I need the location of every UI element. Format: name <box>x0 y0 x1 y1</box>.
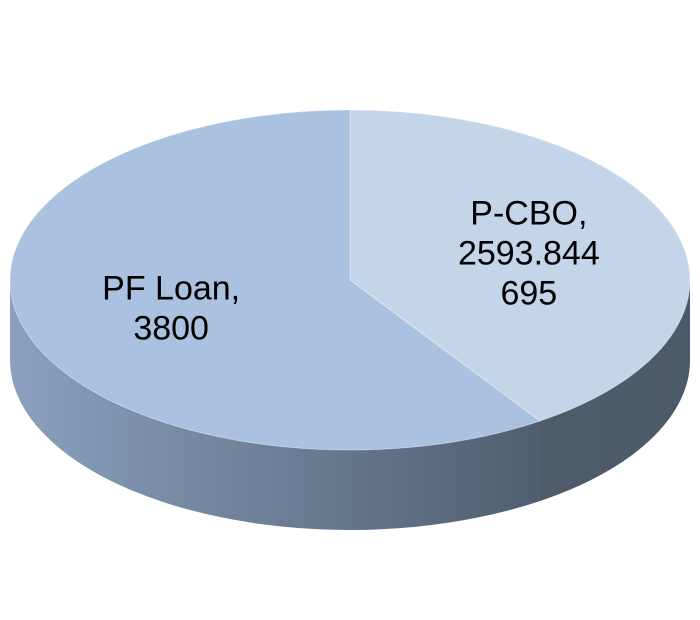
data-label-line: 695 <box>500 275 557 313</box>
data-label-p-cbo: P-CBO, 2593.844 695 <box>458 195 600 313</box>
data-label-pf-loan: PF Loan, 3800 <box>102 269 240 347</box>
pie-data-labels: P-CBO, 2593.844 695 PF Loan, 3800 <box>102 195 600 348</box>
data-label-line: P-CBO, <box>470 195 587 233</box>
pie-side-wall-p-cbo <box>539 280 690 502</box>
data-label-line: PF Loan, <box>102 269 240 307</box>
pie-side-wall <box>10 280 690 530</box>
data-label-line: 3800 <box>133 309 209 347</box>
pie-top-faces <box>9 109 691 451</box>
data-label-line: 2593.844 <box>458 235 600 273</box>
pie-slice-pf-loan <box>9 109 541 451</box>
pie-side-walls <box>10 280 690 530</box>
pie-slice-p-cbo <box>349 109 691 422</box>
